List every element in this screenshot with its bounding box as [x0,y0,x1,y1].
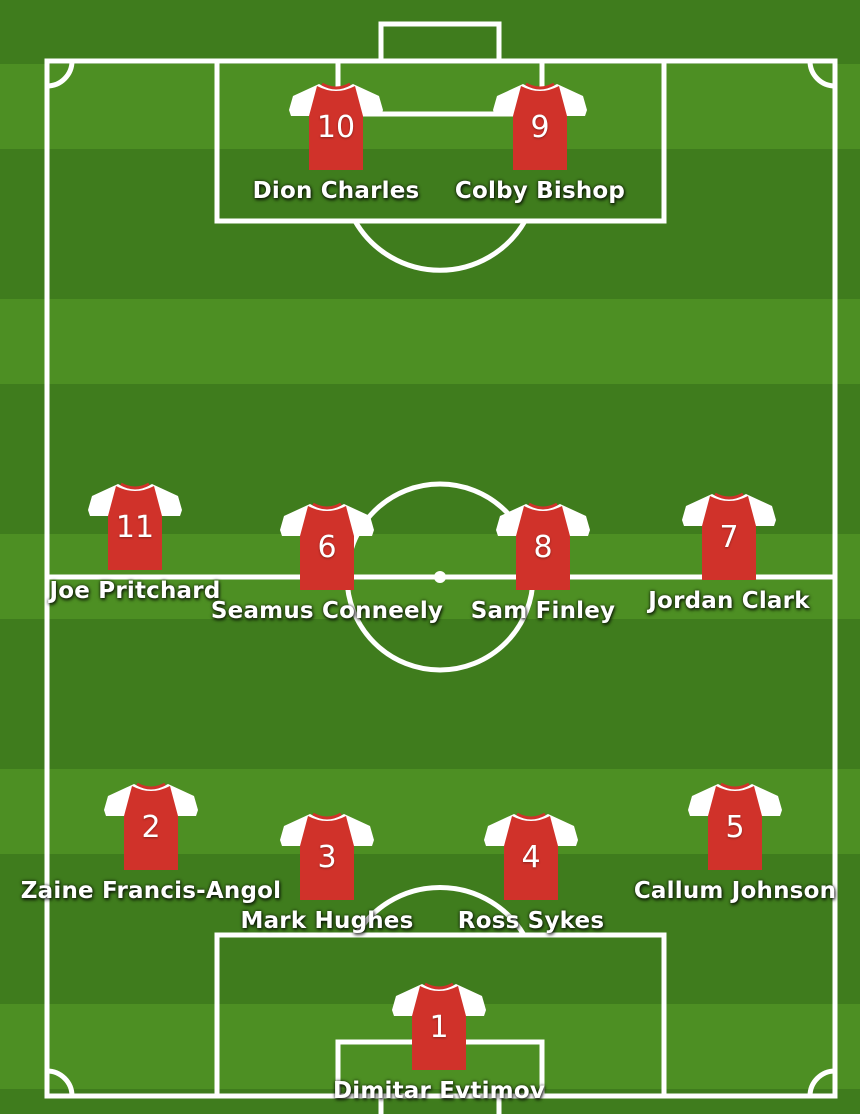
player-name: Mark Hughes [240,908,414,934]
shirt-number: 2 [141,810,161,845]
player-7[interactable]: 7 Jordan Clark [648,490,809,614]
player-name: Ross Sykes [457,908,605,934]
player-5[interactable]: 5 Callum Johnson [634,780,836,904]
player-name: Zaine Francis-Angol [20,878,282,904]
shirt-icon [682,492,776,580]
corner-arc-bottom-right [807,1068,836,1097]
player-2[interactable]: 2 Zaine Francis-Angol [21,780,281,904]
shirt-icon [496,502,590,590]
player-name: Sam Finley [470,598,616,624]
player-9[interactable]: 9 Colby Bishop [455,80,625,204]
player-1[interactable]: 1 Dimitar Evtimov [333,980,545,1104]
player-4[interactable]: 4 Ross Sykes [458,810,604,934]
player-11[interactable]: 11 Joe Pritchard [50,480,220,604]
shirt-number: 1 [429,1010,449,1045]
shirt-icon [289,82,383,170]
bottom-penalty-arc [353,885,527,937]
shirt-icon [484,812,578,900]
player-name: Dion Charles [252,178,420,204]
player-8[interactable]: 8 Sam Finley [471,500,615,624]
shirt-icon [88,482,182,570]
shirt-number: 6 [317,530,337,565]
corner-arc-top-right [807,60,836,89]
shirt-icon [280,502,374,590]
top-penalty-arc [352,219,528,273]
shirt-number: 10 [316,110,356,145]
shirt-number: 9 [530,110,550,145]
top-goal [378,21,502,64]
shirt-number: 11 [115,510,155,545]
shirt-icon [392,982,486,1070]
shirt-number: 3 [317,840,337,875]
player-name: Callum Johnson [633,878,837,904]
player-name: Seamus Conneely [210,598,444,624]
player-name: Dimitar Evtimov [332,1078,546,1104]
shirt-number: 5 [725,810,745,845]
player-3[interactable]: 3 Mark Hughes [240,810,413,934]
centre-spot [434,571,446,583]
player-name: Jordan Clark [648,588,810,614]
player-10[interactable]: 10 Dion Charles [253,80,419,204]
player-name: Joe Pritchard [49,578,221,604]
shirt-number: 4 [521,840,541,875]
shirt-icon [104,782,198,870]
shirt-icon [280,812,374,900]
bottom-goal [378,1093,502,1114]
shirt-icon [493,82,587,170]
shirt-number: 8 [533,530,553,565]
corner-arc-bottom-left [46,1068,75,1097]
corner-arc-top-left [46,60,75,89]
shirt-icon [688,782,782,870]
player-6[interactable]: 6 Seamus Conneely [211,500,443,624]
shirt-number: 7 [719,520,739,555]
player-name: Colby Bishop [454,178,626,204]
